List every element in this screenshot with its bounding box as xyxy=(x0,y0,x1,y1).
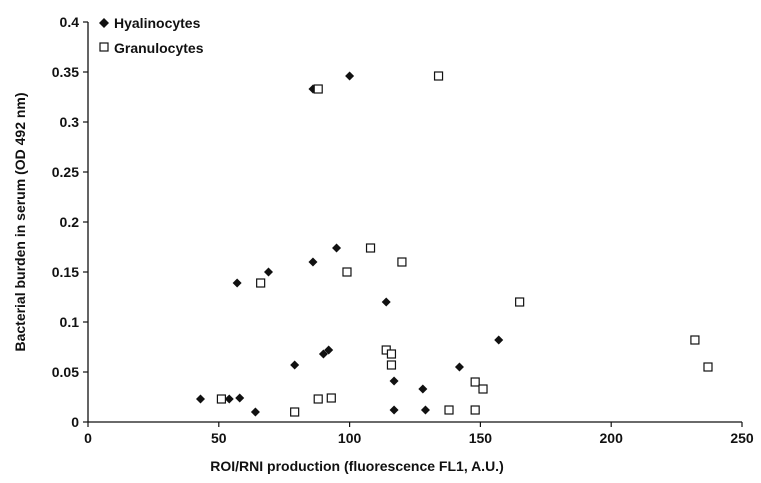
data-point-hyalinocytes xyxy=(494,335,504,345)
data-point-granulocytes xyxy=(397,257,407,267)
data-point-granulocytes xyxy=(478,384,488,394)
data-point-hyalinocytes xyxy=(308,257,318,267)
data-point-hyalinocytes xyxy=(381,297,391,307)
data-point-hyalinocytes xyxy=(332,243,342,253)
data-point-hyalinocytes xyxy=(195,394,205,404)
filled-diamond-icon xyxy=(99,18,109,28)
data-point-granulocytes xyxy=(690,335,700,345)
data-point-hyalinocytes xyxy=(250,407,260,417)
legend-label-granulocytes: Granulocytes xyxy=(114,40,204,56)
series-granulocytes xyxy=(216,71,713,417)
x-tick-label: 50 xyxy=(211,430,227,446)
data-point-granulocytes xyxy=(515,297,525,307)
y-tick-label: 0.2 xyxy=(60,214,80,230)
data-point-hyalinocytes xyxy=(389,376,399,386)
data-point-granulocytes xyxy=(365,243,376,253)
plot-area: 0 0.05 0.1 0.15 0.2 0.25 0.3 0.35 0.4 0 50 100 150 2… xyxy=(52,14,754,446)
data-points xyxy=(195,71,713,417)
y-tick-label: 0.35 xyxy=(52,64,79,80)
data-point-hyalinocytes xyxy=(418,384,428,394)
data-point-hyalinocytes xyxy=(235,393,245,403)
data-point-hyalinocytes xyxy=(290,360,300,370)
data-point-hyalinocytes xyxy=(345,71,355,81)
data-point-granulocytes xyxy=(342,267,352,277)
data-point-granulocytes xyxy=(216,394,227,404)
legend-item-hyalinocytes: Hyalinocytes xyxy=(99,15,201,31)
open-square-icon xyxy=(99,42,109,52)
y-tick-label: 0.15 xyxy=(52,264,79,280)
y-tick-label: 0.05 xyxy=(52,364,79,380)
y-tick-label: 0.3 xyxy=(60,114,80,130)
data-point-hyalinocytes xyxy=(318,349,328,359)
data-point-hyalinocytes xyxy=(389,405,399,415)
y-tick-label: 0 xyxy=(71,414,79,430)
x-tick-label: 200 xyxy=(600,430,624,446)
y-axis-title: Bacterial burden in serum (OD 492 nm) xyxy=(12,92,28,351)
legend-item-granulocytes: Granulocytes xyxy=(99,40,204,56)
y-tick-label: 0.1 xyxy=(60,314,80,330)
x-axis-ticks: 0 50 100 150 200 250 xyxy=(84,422,754,446)
legend-label-hyalinocytes: Hyalinocytes xyxy=(114,15,201,31)
data-point-granulocytes xyxy=(256,278,266,288)
data-point-granulocytes xyxy=(470,377,480,387)
x-tick-label: 150 xyxy=(469,430,493,446)
data-point-hyalinocytes xyxy=(420,405,430,415)
data-point-granulocytes xyxy=(386,349,397,359)
data-point-granulocytes xyxy=(444,405,454,415)
data-point-granulocytes xyxy=(386,360,397,370)
data-point-hyalinocytes xyxy=(324,345,334,355)
data-point-granulocytes xyxy=(703,362,713,372)
legend: Hyalinocytes Granulocytes xyxy=(99,15,204,56)
data-point-hyalinocytes xyxy=(454,362,464,372)
series-hyalinocytes xyxy=(195,71,504,417)
y-axis-ticks: 0 0.05 0.1 0.15 0.2 0.25 0.3 0.35 0.4 xyxy=(52,14,88,430)
data-point-hyalinocytes xyxy=(264,267,274,277)
data-point-hyalinocytes xyxy=(232,278,242,288)
data-point-granulocytes xyxy=(326,393,336,403)
y-tick-label: 0.4 xyxy=(60,14,80,30)
x-tick-label: 100 xyxy=(338,430,362,446)
data-point-granulocytes xyxy=(313,394,323,404)
x-tick-label: 250 xyxy=(730,430,754,446)
y-tick-label: 0.25 xyxy=(52,164,79,180)
data-point-hyalinocytes xyxy=(224,394,234,404)
x-tick-label: 0 xyxy=(84,430,92,446)
data-point-granulocytes xyxy=(433,71,444,81)
data-point-granulocytes xyxy=(313,84,323,94)
x-axis-title: ROI/RNI production (fluorescence FL1, A.… xyxy=(210,458,504,474)
data-point-granulocytes xyxy=(470,405,480,415)
data-point-granulocytes xyxy=(290,407,300,417)
